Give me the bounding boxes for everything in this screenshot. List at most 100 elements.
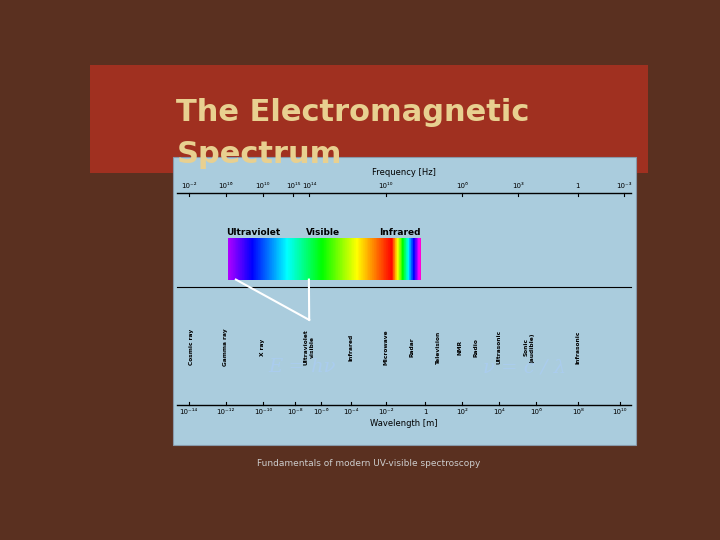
Bar [306,238,307,280]
Text: NMR: NMR [457,340,462,355]
Bar [384,238,386,280]
Bar [307,238,309,280]
Bar [354,238,355,280]
Text: The Electromagnetic: The Electromagnetic [176,98,530,127]
Bar [267,238,269,280]
Bar [373,238,374,280]
Bar [361,238,363,280]
Bar [237,238,238,280]
Bar [381,238,382,280]
Bar [284,238,286,280]
Bar [302,238,303,280]
Bar [316,238,317,280]
Bar [249,238,251,280]
Bar [376,238,377,280]
Bar [366,238,367,280]
Bar [348,238,350,280]
Text: 10¹⁰: 10¹⁰ [256,184,270,190]
Bar [353,238,354,280]
Bar [232,238,233,280]
Bar [274,238,275,280]
Bar [396,238,397,280]
Bar [377,238,379,280]
Bar [383,238,384,280]
Bar [386,238,387,280]
Bar [377,238,378,280]
Bar [243,238,245,280]
Bar [392,238,393,280]
Bar [273,238,274,280]
Bar [405,238,407,280]
Bar [270,238,271,280]
Text: 10³: 10³ [512,184,523,190]
Bar [242,238,243,280]
Bar [298,238,300,280]
Bar [399,238,400,280]
Bar [360,238,361,280]
Bar [368,238,369,280]
Text: Microwave: Microwave [383,329,388,365]
Bar [304,238,305,280]
Bar [331,238,333,280]
Bar [321,238,323,280]
Bar [350,238,351,280]
Text: 10¹⁶: 10¹⁶ [219,184,233,190]
Text: Ultrasonic: Ultrasonic [497,330,502,365]
Bar [382,238,383,280]
Bar [256,238,257,280]
Text: Radio: Radio [474,338,479,357]
Bar [390,238,392,280]
Bar [287,238,288,280]
Bar [251,238,252,280]
Bar [351,238,352,280]
Bar [347,238,348,280]
Bar [408,238,409,280]
Bar [333,238,334,280]
Bar [337,238,338,280]
Bar [413,238,415,280]
Bar [243,238,244,280]
Text: Visible: Visible [306,227,340,237]
Bar [374,238,375,280]
Bar [307,238,308,280]
Bar [420,238,421,280]
Bar [394,238,395,280]
Bar [299,238,300,280]
Bar [406,238,408,280]
Bar [253,238,255,280]
Bar [330,238,331,280]
Bar [238,238,240,280]
Bar [389,238,390,280]
Bar [343,238,345,280]
Bar [334,238,335,280]
Bar [286,238,287,280]
Bar [302,238,304,280]
Bar [229,238,230,280]
Bar [399,238,400,280]
Bar [262,238,264,280]
Text: Television: Television [436,330,441,364]
Bar [355,238,356,280]
Bar [258,238,259,280]
Bar [410,238,412,280]
Bar [395,238,397,280]
Bar [300,238,301,280]
Bar [359,238,360,280]
Bar [285,238,287,280]
Bar [341,238,342,280]
Bar [265,238,266,280]
Bar [264,238,265,280]
Bar [230,238,231,280]
Bar [245,238,246,280]
Bar [228,238,230,280]
Bar [374,238,375,280]
Bar [297,238,299,280]
Bar [318,238,320,280]
Bar [380,238,381,280]
Bar [236,238,238,280]
Bar [283,238,284,280]
Text: 10¹⁰: 10¹⁰ [379,184,393,190]
Bar [336,238,338,280]
Bar [333,238,334,280]
Text: 10⁻⁶: 10⁻⁶ [313,409,328,415]
